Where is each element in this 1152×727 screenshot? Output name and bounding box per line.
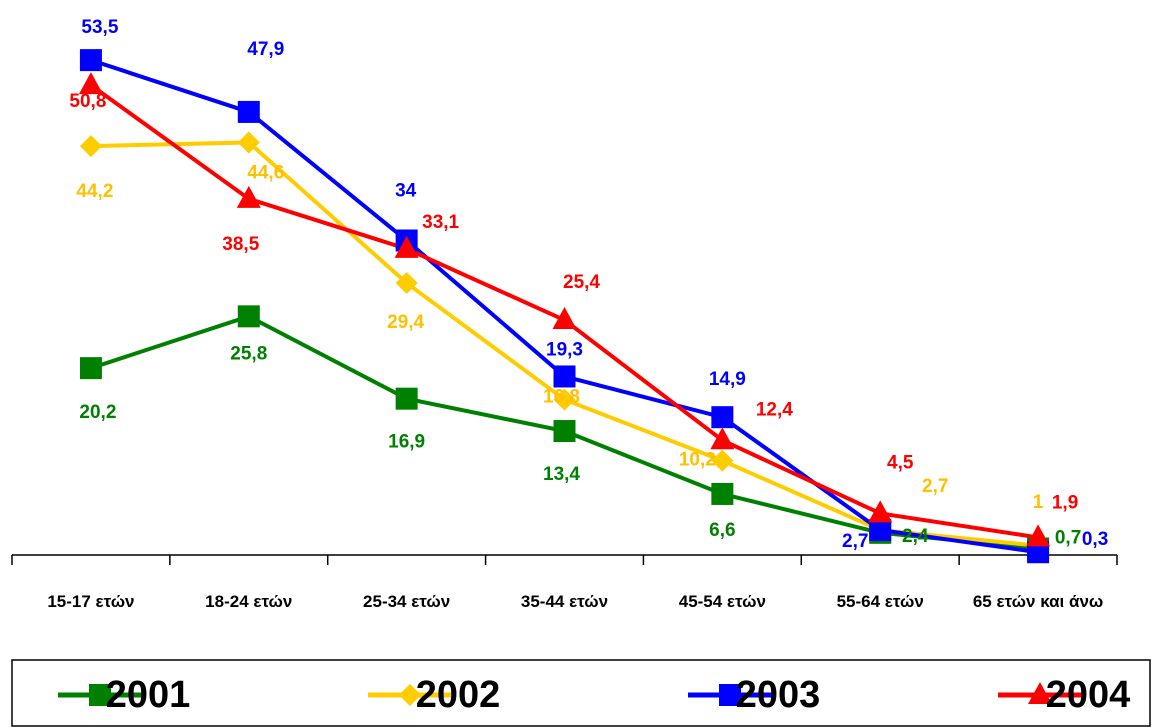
- data-label: 2,7: [842, 531, 868, 552]
- data-label: 1: [1033, 492, 1044, 513]
- x-tick-label: 65 ετών και άνω: [972, 592, 1104, 611]
- data-label: 47,9: [247, 39, 284, 60]
- data-label: 44,2: [76, 181, 113, 202]
- legend-item: 2002: [368, 674, 500, 716]
- data-label: 25,8: [230, 343, 267, 364]
- data-point: [552, 307, 577, 330]
- legend-label: 2004: [1046, 674, 1131, 716]
- data-label: 14,9: [709, 369, 746, 390]
- legend-item: 2003: [688, 674, 820, 716]
- data-point: [237, 305, 260, 328]
- legend-marker: [719, 684, 741, 706]
- data-point: [553, 388, 576, 411]
- data-label: 29,4: [387, 312, 424, 333]
- legend-label: 2002: [416, 674, 501, 716]
- data-label: 34: [395, 181, 417, 202]
- data-label: 0,7: [1055, 528, 1081, 549]
- legend-item: 2001: [58, 674, 190, 716]
- data-point: [553, 365, 576, 388]
- legend-label: 2001: [106, 674, 191, 716]
- data-label: 13,4: [543, 464, 580, 485]
- data-label: 16,9: [388, 432, 425, 453]
- data-label: 0,3: [1082, 529, 1108, 550]
- data-point: [395, 387, 418, 410]
- data-point: [711, 406, 734, 429]
- data-label: 50,8: [69, 91, 106, 112]
- x-tick-label: 18-24 ετών: [205, 592, 293, 611]
- data-point: [553, 420, 576, 443]
- data-label: 33,1: [422, 212, 459, 233]
- data-label: 4,5: [887, 452, 914, 473]
- legend-item: 2004: [998, 674, 1130, 716]
- legend-box: [11, 659, 1151, 727]
- data-label: 38,5: [222, 234, 259, 255]
- data-point: [1026, 524, 1051, 547]
- legend-label: 2003: [736, 674, 821, 716]
- data-point: [710, 427, 735, 450]
- data-label: 25,4: [563, 272, 600, 293]
- x-tick-label: 45-54 ετών: [678, 592, 766, 611]
- data-point: [711, 449, 734, 472]
- data-point: [869, 519, 892, 542]
- data-point: [395, 272, 418, 295]
- x-tick-label: 25-34 ετών: [363, 592, 451, 611]
- x-tick-label: 35-44 ετών: [520, 592, 609, 611]
- data-label: 44,6: [247, 162, 284, 183]
- data-point: [394, 235, 419, 258]
- data-label: 53,5: [81, 17, 118, 38]
- x-tick-label: 15-17 ετών: [47, 592, 135, 611]
- data-label: 10,2: [679, 450, 716, 471]
- data-label: 2,4: [902, 526, 929, 547]
- legend-marker: [399, 684, 421, 706]
- legend-marker: [1028, 682, 1052, 704]
- data-label: 2,7: [922, 476, 948, 497]
- data-point: [711, 482, 734, 505]
- legend-marker: [89, 684, 111, 706]
- data-label: 19,3: [546, 339, 583, 360]
- data-point: [79, 135, 102, 158]
- data-label: 1,9: [1052, 492, 1078, 513]
- data-label: 12,4: [756, 399, 793, 420]
- data-point: [236, 185, 261, 208]
- data-label: 20,2: [79, 402, 116, 423]
- data-point: [237, 100, 260, 123]
- data-point: [79, 49, 102, 72]
- data-point: [79, 357, 102, 380]
- data-point: [78, 72, 103, 95]
- data-point: [868, 500, 893, 523]
- data-label: 6,6: [709, 520, 735, 541]
- x-tick-label: 55-64 ετών: [836, 592, 924, 611]
- data-label: 16,8: [543, 387, 580, 408]
- data-point: [1027, 541, 1050, 564]
- data-point: [237, 131, 260, 154]
